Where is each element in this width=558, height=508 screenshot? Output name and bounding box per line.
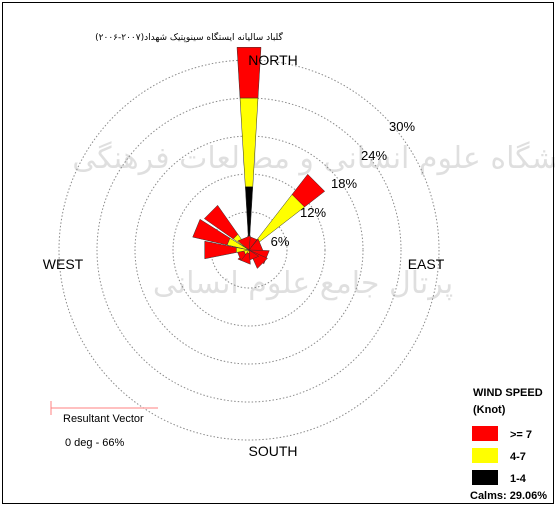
ring-label-6: 6% — [271, 234, 290, 249]
ring-24 — [96, 97, 402, 403]
petal-337.5-high — [237, 235, 251, 251]
resultant-vector: Resultant Vector 0 deg - 66% — [50, 401, 158, 449]
chart-title: گلباد سالیانه ایستگاه سینوپتیک شهداد(۲۰۰… — [95, 31, 283, 43]
label-south: SOUTH — [249, 443, 298, 459]
legend-title-line-2: (Knot) — [473, 404, 506, 416]
label-north: NORTH — [248, 52, 298, 68]
petal-315-high — [203, 204, 239, 240]
ring-30 — [58, 59, 440, 441]
legend-swatch-black — [472, 470, 498, 485]
legend-title-line-1: WIND SPEED — [473, 387, 543, 399]
watermark: پژوهشگاه علوم انسانی و مطالعات فرهنگی پر… — [72, 141, 555, 301]
ring-label-24: 24% — [361, 148, 387, 163]
label-west: WEST — [43, 256, 84, 272]
legend-label-low: 1-4 — [510, 473, 527, 485]
watermark-line-1: پژوهشگاه علوم انسانی و مطالعات فرهنگی — [72, 141, 555, 176]
wind-rose-chart: پژوهشگاه علوم انسانی و مطالعات فرهنگی پر… — [43, 31, 555, 502]
ring-label-18: 18% — [331, 176, 357, 191]
ring-label-30: 30% — [389, 119, 415, 134]
petal-270-high — [204, 240, 237, 260]
petal-0-high — [236, 47, 262, 99]
petals-group — [192, 47, 326, 269]
petal-45-high — [291, 173, 326, 208]
watermark-line-2: پرتال جامع علوم انسانی — [153, 266, 453, 301]
petal-292.5-high — [192, 218, 231, 246]
legend-swatch-yellow — [472, 448, 498, 463]
chart-frame: پژوهشگاه علوم انسانی و مطالعات فرهنگی پر… — [2, 2, 555, 504]
calms-label: Calms: 29.06% — [470, 490, 547, 502]
resultant-vector-value: 0 deg - 66% — [65, 437, 125, 449]
ring-label-12: 12% — [300, 205, 326, 220]
legend-swatch-red — [472, 426, 498, 441]
legend-label-high: >= 7 — [510, 429, 532, 441]
legend-label-mid: 4-7 — [510, 451, 526, 463]
label-east: EAST — [408, 256, 445, 272]
resultant-vector-label: Resultant Vector — [63, 413, 144, 425]
legend: WIND SPEED (Knot) >= 7 4-7 1-4 Calms: 29… — [470, 387, 547, 502]
